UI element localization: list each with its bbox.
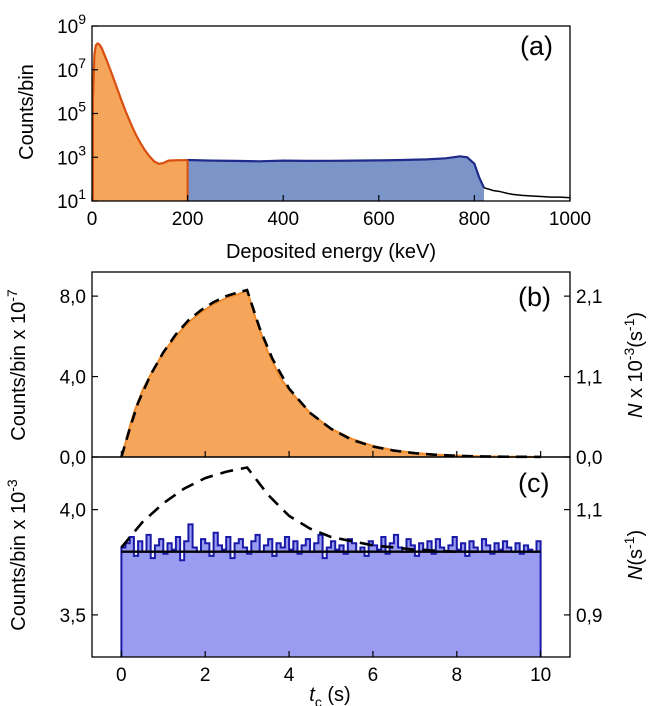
panel-c-plot-area — [120, 466, 542, 657]
panel-a-ylabel: Counts/bin — [16, 64, 38, 160]
panel-c-xtick-label: 4 — [284, 665, 295, 686]
panel-c: 0 2 4 6 8 10 3,5 4,0 0,9 1,1 (c) Counts/bin x 10-… — [4, 456, 647, 706]
panel-c-histogram-line — [120, 523, 542, 657]
panel-a-ticks: 0 200 400 600 800 1000 101 103 105 107 109 — [57, 11, 591, 230]
panel-a-low-line — [91, 41, 188, 165]
panel-a-xlabel: Deposited energy (keV) — [226, 241, 436, 263]
panel-b-right-tick-label: 2,1 — [576, 287, 602, 308]
panel-c-ylabel-right: N(s-1) — [621, 530, 647, 580]
panel-c-frame — [91, 456, 571, 658]
panel-b-ytick-label: 4,0 — [60, 368, 86, 389]
panel-c-ytick-label: 3,5 — [60, 606, 86, 627]
panel-a-xtick-label: 600 — [363, 209, 395, 230]
panel-a-label: (a) — [520, 31, 553, 61]
panel-a-plot-area — [91, 41, 571, 202]
panel-b-label: (b) — [518, 282, 551, 312]
panel-a-ytick-label: 103 — [57, 142, 86, 169]
panel-a-xtick-label: 1000 — [549, 209, 591, 230]
panel-b-histogram-line — [120, 288, 541, 458]
panel-a: 0 200 400 600 800 1000 101 103 105 107 109 (a) Dep… — [16, 11, 591, 263]
panel-c-xtick-label: 0 — [116, 665, 127, 686]
panel-c-xtick-label: 6 — [368, 665, 379, 686]
panel-c-right-tick-label: 0,9 — [576, 606, 602, 627]
panel-c-ticks: 0 2 4 6 8 10 3,5 4,0 0,9 1,1 — [60, 501, 603, 686]
panel-a-ytick-label: 105 — [57, 99, 86, 126]
panel-c-ytick-label: 4,0 — [60, 501, 86, 522]
panel-b-ylabel-left: Counts/bin x 10-7 — [4, 289, 30, 441]
panel-c-xlabel: tc (s) — [309, 684, 350, 706]
panel-a-ytick-label: 107 — [57, 55, 86, 82]
panel-a-low-fill — [93, 43, 188, 202]
panel-a-ytick-label: 109 — [57, 11, 86, 38]
panel-c-label: (c) — [518, 468, 549, 498]
panel-b-ticks: 0,0 4,0 8,0 0,0 1,1 2,1 — [60, 287, 603, 469]
panel-a-high-line — [187, 155, 485, 189]
panel-c-right-tick-label: 1,1 — [576, 501, 602, 522]
panel-c-xtick-label: 2 — [200, 665, 211, 686]
panel-a-ytick-label: 101 — [57, 186, 86, 213]
panel-a-high-fill — [187, 156, 484, 201]
panel-a-xtick-label: 400 — [267, 209, 299, 230]
panel-b-ytick-label: 8,0 — [60, 287, 86, 308]
panel-a-tail-line — [483, 187, 571, 199]
panel-c-xtick-label: 10 — [530, 665, 551, 686]
panel-b-fit-line — [120, 288, 541, 459]
panel-c-dashed-curve — [120, 466, 478, 554]
panel-b: 0,0 4,0 8,0 0,0 1,1 2,1 (b) Counts/bin x 10-7… — [4, 271, 647, 469]
panel-c-xtick-label: 8 — [452, 665, 463, 686]
panel-c-histogram-fill — [121, 524, 541, 657]
panel-b-histogram-fill — [121, 290, 541, 457]
panel-b-right-tick-label: 1,1 — [576, 368, 602, 389]
panel-b-plot-area — [120, 288, 541, 459]
panel-b-right-tick-label: 0,0 — [576, 448, 602, 469]
panel-c-ylabel-left: Counts/bin x 10-3 — [4, 479, 30, 631]
panel-b-ylabel-right: N x 10-3(s-1) — [621, 312, 647, 418]
panel-a-xtick-label: 0 — [87, 209, 98, 230]
panel-b-ytick-label: 0,0 — [60, 448, 86, 469]
panel-a-xtick-label: 200 — [172, 209, 204, 230]
panel-a-xtick-label: 800 — [459, 209, 491, 230]
